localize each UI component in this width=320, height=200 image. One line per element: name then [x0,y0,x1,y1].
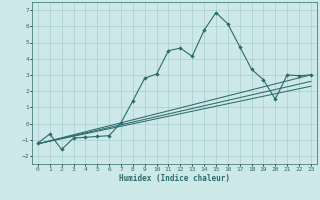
X-axis label: Humidex (Indice chaleur): Humidex (Indice chaleur) [119,174,230,183]
